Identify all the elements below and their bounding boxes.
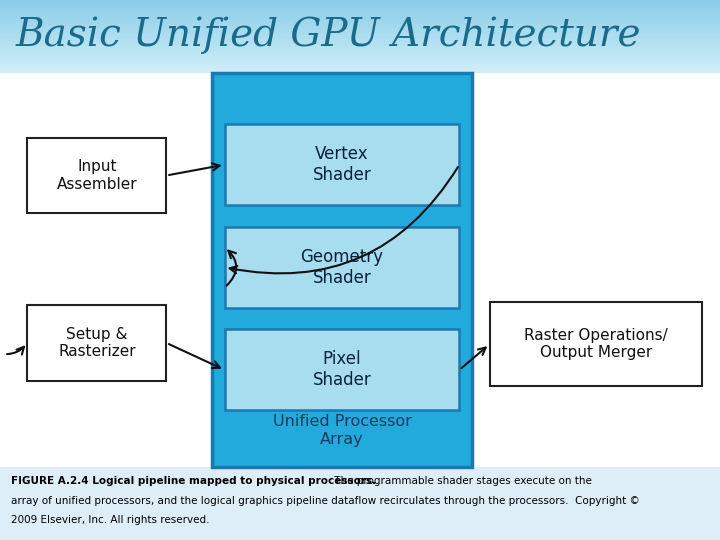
Bar xyxy=(0,48,720,49)
Text: Geometry
Shader: Geometry Shader xyxy=(300,248,384,287)
Bar xyxy=(0,64,720,65)
Text: Unified Processor
Array: Unified Processor Array xyxy=(273,414,411,447)
Text: 2009 Elsevier, Inc. All rights reserved.: 2009 Elsevier, Inc. All rights reserved. xyxy=(11,515,210,525)
Bar xyxy=(27,305,166,381)
Bar xyxy=(0,51,720,52)
Bar xyxy=(0,0,720,1)
Bar xyxy=(0,44,720,45)
Text: FIGURE A.2.4 Logical pipeline mapped to physical processors.: FIGURE A.2.4 Logical pipeline mapped to … xyxy=(11,476,376,487)
Bar xyxy=(0,53,720,55)
Bar xyxy=(0,63,720,64)
Bar xyxy=(0,29,720,30)
Bar xyxy=(0,9,720,10)
Bar xyxy=(0,17,720,18)
Text: The programmable shader stages execute on the: The programmable shader stages execute o… xyxy=(331,476,592,487)
Bar xyxy=(0,12,720,14)
Bar xyxy=(0,26,720,28)
Bar xyxy=(0,28,720,29)
Bar xyxy=(0,11,720,12)
Text: Pixel
Shader: Pixel Shader xyxy=(312,350,372,389)
Bar xyxy=(0,46,720,48)
Bar xyxy=(0,50,720,51)
Bar xyxy=(0,21,720,22)
Text: Vertex
Shader: Vertex Shader xyxy=(312,145,372,184)
Text: array of unified processors, and the logical graphics pipeline dataflow recircul: array of unified processors, and the log… xyxy=(11,496,639,506)
Text: Setup &
Rasterizer: Setup & Rasterizer xyxy=(58,327,135,359)
Bar xyxy=(0,1,720,2)
Bar xyxy=(0,42,720,43)
Bar xyxy=(0,19,720,21)
Bar xyxy=(0,10,720,11)
Bar xyxy=(225,124,459,205)
Bar xyxy=(0,31,720,33)
Text: Input
Assembler: Input Assembler xyxy=(57,159,137,192)
Bar xyxy=(0,69,720,71)
Bar xyxy=(212,73,472,467)
Bar xyxy=(0,52,720,53)
Bar xyxy=(0,33,720,34)
Bar xyxy=(225,329,459,410)
Bar xyxy=(0,65,720,67)
Bar xyxy=(0,23,720,24)
Bar xyxy=(0,68,720,69)
Bar xyxy=(0,61,720,62)
Bar xyxy=(0,7,720,9)
Bar xyxy=(0,4,720,5)
Bar xyxy=(0,57,720,58)
Bar xyxy=(0,5,720,6)
Bar xyxy=(0,58,720,59)
Bar xyxy=(490,302,702,386)
Bar xyxy=(0,39,720,40)
Bar xyxy=(27,138,166,213)
Bar xyxy=(0,25,720,26)
Bar xyxy=(0,14,720,15)
Bar xyxy=(0,40,720,42)
Bar xyxy=(0,22,720,23)
Bar xyxy=(0,71,720,72)
Bar xyxy=(0,67,720,68)
Bar xyxy=(0,15,720,16)
Text: Raster Operations/
Output Merger: Raster Operations/ Output Merger xyxy=(524,328,667,361)
Bar xyxy=(0,30,720,31)
Bar xyxy=(0,45,720,46)
Bar xyxy=(0,34,720,35)
Bar xyxy=(0,18,720,19)
Bar xyxy=(0,467,720,540)
Bar xyxy=(0,35,720,36)
Bar xyxy=(0,16,720,17)
Bar xyxy=(0,62,720,63)
Bar xyxy=(0,55,720,56)
Bar xyxy=(0,24,720,25)
Bar xyxy=(0,38,720,39)
Bar xyxy=(0,59,720,60)
Bar xyxy=(0,73,720,467)
Bar xyxy=(0,36,720,38)
Text: Basic Unified GPU Architecture: Basic Unified GPU Architecture xyxy=(16,16,642,54)
Bar xyxy=(0,72,720,73)
Bar xyxy=(0,43,720,44)
Bar xyxy=(0,6,720,7)
Bar xyxy=(0,49,720,50)
Bar xyxy=(0,2,720,4)
Bar xyxy=(225,227,459,308)
Bar xyxy=(0,56,720,57)
